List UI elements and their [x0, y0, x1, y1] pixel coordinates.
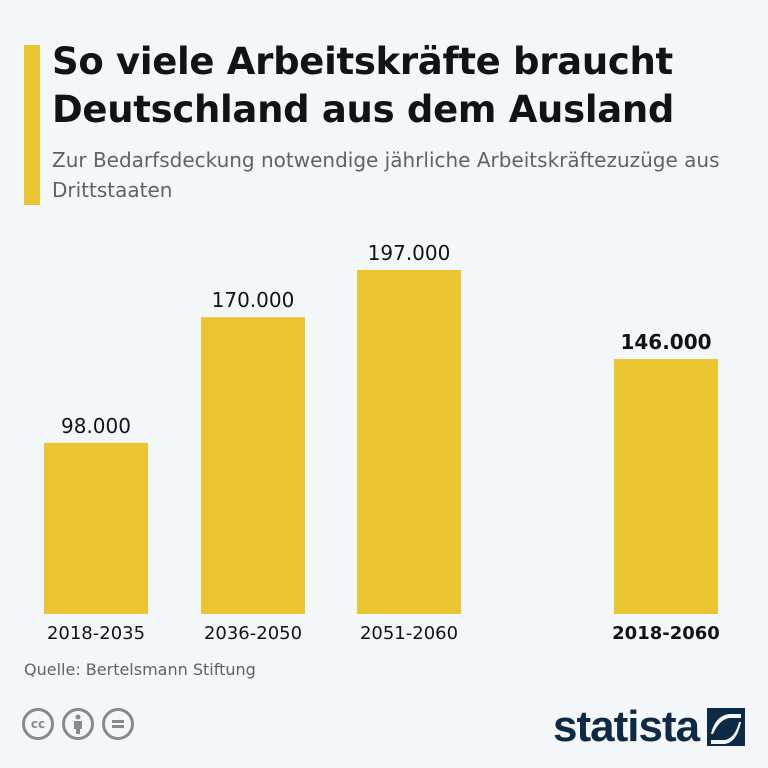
bar-2051-2060 — [357, 270, 461, 614]
category-label: 2018-2060 — [612, 623, 720, 644]
value-label: 98.000 — [61, 414, 131, 438]
category-label: 2036-2050 — [204, 623, 302, 644]
chart-subtitle: Zur Bedarfsdeckung notwendige jährliche … — [52, 148, 720, 202]
title-accent-bar — [24, 45, 40, 205]
license-icons: cc — [22, 708, 134, 740]
bar-2018-2060 — [614, 359, 718, 614]
value-label: 197.000 — [368, 241, 451, 265]
value-label: 146.000 — [620, 330, 711, 354]
statista-logo[interactable]: statista — [553, 702, 746, 752]
logo-text: statista — [553, 702, 700, 751]
source-note: Quelle: Bertelsmann Stiftung — [24, 660, 256, 679]
chart-title: So viele Arbeitskräfte braucht Deutschla… — [52, 40, 675, 131]
bar-2036-2050 — [201, 317, 305, 614]
category-label: 2018-2035 — [47, 623, 145, 644]
category-label: 2051-2060 — [360, 623, 458, 644]
no-derivatives-icon — [102, 708, 134, 740]
bar-chart: 98.000 2018-2035 170.000 2036-2050 197.000 20… — [44, 241, 720, 644]
bar-2018-2035 — [44, 442, 148, 614]
statista-logo-icon — [707, 708, 746, 746]
attribution-icon — [62, 708, 94, 740]
cc-icon: cc — [22, 708, 54, 740]
value-label: 170.000 — [212, 288, 295, 312]
